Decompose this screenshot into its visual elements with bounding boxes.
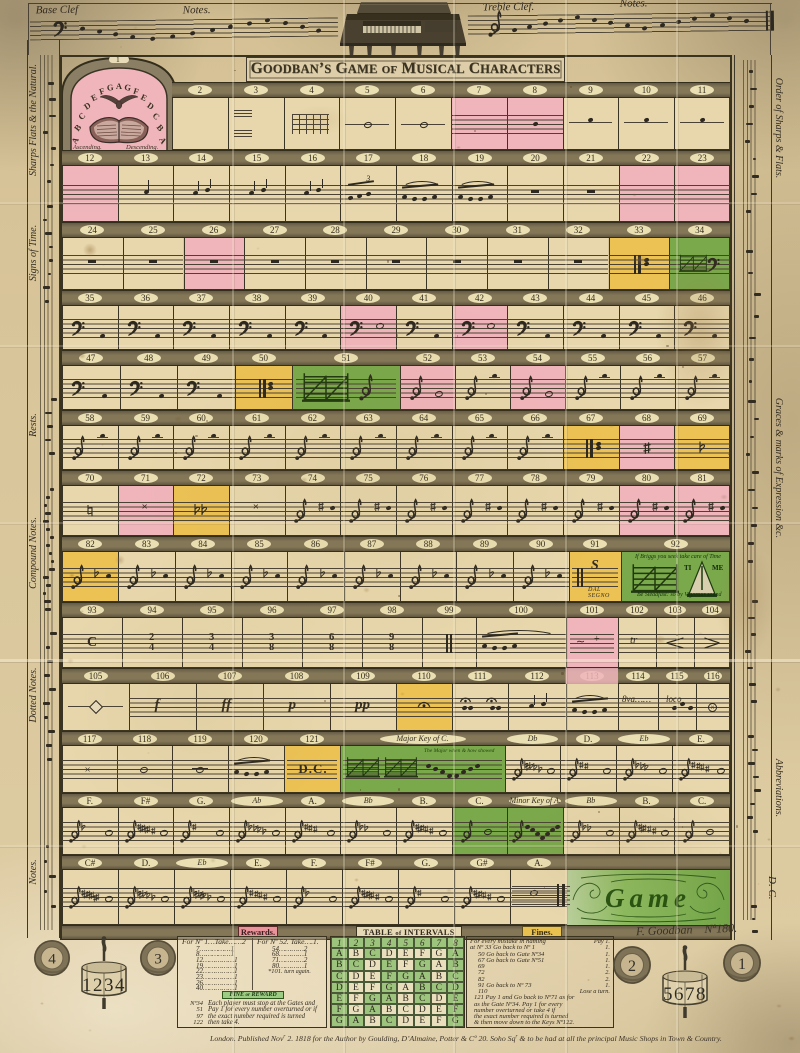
svg-text:Descending.: Descending. <box>125 144 159 151</box>
svg-text:Game: Game <box>605 883 691 913</box>
svg-text:D: D <box>145 100 156 112</box>
svg-text:4: 4 <box>48 951 56 968</box>
svg-text:G: G <box>106 82 114 93</box>
svg-text:G: G <box>124 82 132 93</box>
svg-text:C: C <box>76 110 87 122</box>
svg-text:5678: 5678 <box>663 984 707 1005</box>
svg-text:C: C <box>151 110 162 122</box>
svg-text:B: B <box>72 122 84 133</box>
svg-text:Ascending.: Ascending. <box>72 144 102 151</box>
svg-text:A: A <box>157 135 169 146</box>
svg-text:F: F <box>98 86 106 97</box>
svg-text:ME: ME <box>712 564 724 572</box>
svg-text:1: 1 <box>116 55 120 64</box>
svg-text:1234: 1234 <box>82 975 126 996</box>
svg-text:D: D <box>82 100 93 112</box>
svg-text:E: E <box>89 92 99 104</box>
svg-text:F: F <box>132 86 140 97</box>
svg-text:TI: TI <box>684 564 692 572</box>
svg-text:3: 3 <box>154 951 162 968</box>
svg-text:1: 1 <box>738 956 746 973</box>
svg-text:E: E <box>139 92 149 104</box>
svg-text:A: A <box>69 134 81 145</box>
svg-text:A: A <box>116 81 123 91</box>
svg-text:B: B <box>155 122 167 133</box>
svg-text:2: 2 <box>628 958 636 975</box>
